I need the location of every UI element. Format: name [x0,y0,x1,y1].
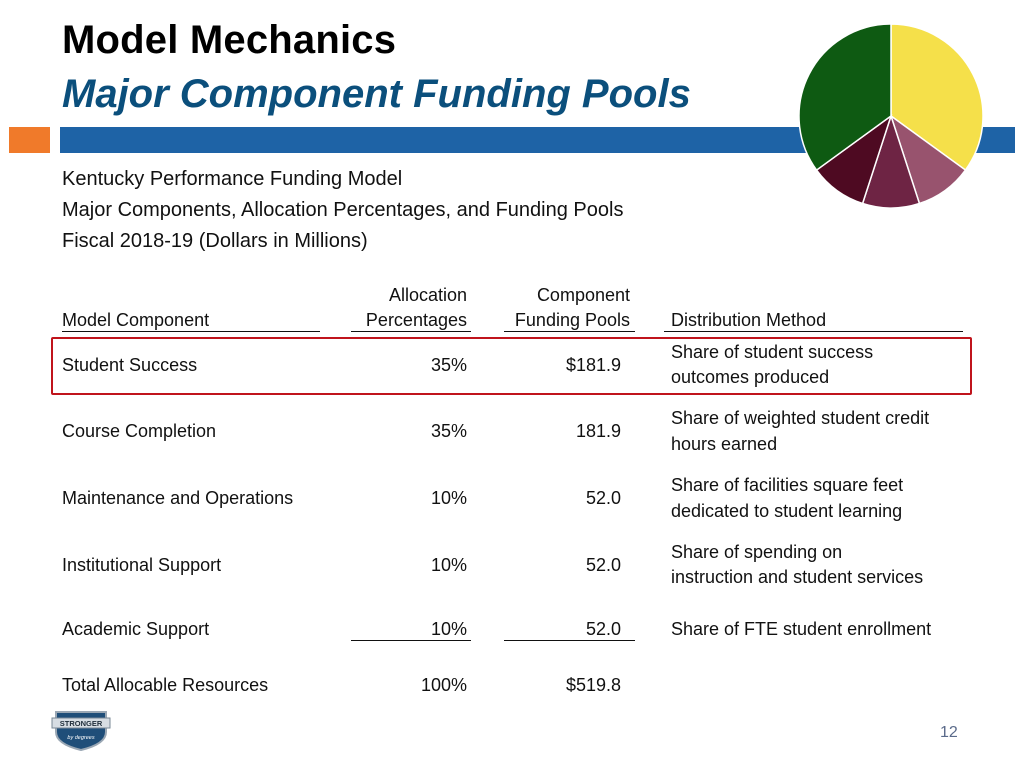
pie-slice-5 [798,23,892,172]
header-allocation-top: Allocation [388,285,467,305]
row-pool: 52.0 [585,555,621,575]
row-method-line-1: Share of spending on [671,542,843,562]
row-pool: 52.0 [585,619,621,639]
row-pool: $181.9 [565,355,621,375]
caption-line-1: Kentucky Performance Funding Model [62,168,403,190]
total-pool: $519.8 [565,675,621,695]
subtotal-underline-pools [504,640,635,641]
row-component: Academic Support [62,619,210,639]
row-method-line-2: hours earned [671,434,778,454]
stronger-by-degrees-logo: STRONGER by degrees [51,711,111,752]
row-method-line-2: outcomes produced [671,367,830,387]
caption-line-3: Fiscal 2018-19 (Dollars in Millions) [62,230,368,252]
total-component: Total Allocable Resources [62,675,269,695]
row-method-line-2: dedicated to student learning [671,501,903,521]
row-method-line-1: Share of facilities square feet [671,475,904,495]
row-component: Student Success [62,355,198,375]
accent-bar-orange [9,127,50,153]
row-component: Maintenance and Operations [62,488,294,508]
row-method-line-1: Share of FTE student enrollment [671,619,932,639]
row-method-line-1: Share of student success [671,342,874,362]
slide-title: Model Mechanics [62,18,397,62]
header-underline-allocation [351,331,471,332]
row-method-line-1: Share of weighted student credit [671,408,930,428]
header-component: Model Component [62,310,210,330]
row-component: Institutional Support [62,555,222,575]
row-pool: 181.9 [575,421,621,441]
header-pools-top: Component [536,285,630,305]
highlight-box [51,337,972,395]
header-underline-component [62,331,320,332]
subtotal-underline-allocation [351,640,471,641]
header-method: Distribution Method [671,310,827,330]
row-allocation: 35% [430,355,467,375]
row-pool: 52.0 [585,488,621,508]
pie-slice-1 [890,23,984,172]
row-allocation: 35% [430,421,467,441]
slide-subtitle: Major Component Funding Pools [62,72,691,116]
row-component: Course Completion [62,421,217,441]
caption-line-2: Major Components, Allocation Percentages… [62,199,624,221]
row-method-line-2: instruction and student services [671,567,924,587]
logo-text-degrees: by degrees [67,735,94,741]
header-underline-method [664,331,963,332]
logo-text-stronger: STRONGER [60,719,103,728]
row-allocation: 10% [430,555,467,575]
header-pools-bottom: Funding Pools [514,310,630,330]
row-allocation: 10% [430,619,467,639]
page-number: 12 [940,724,958,741]
total-allocation: 100% [420,675,467,695]
header-allocation-bottom: Percentages [365,310,467,330]
pie-chart [798,23,984,209]
header-underline-pools [504,331,635,332]
row-allocation: 10% [430,488,467,508]
